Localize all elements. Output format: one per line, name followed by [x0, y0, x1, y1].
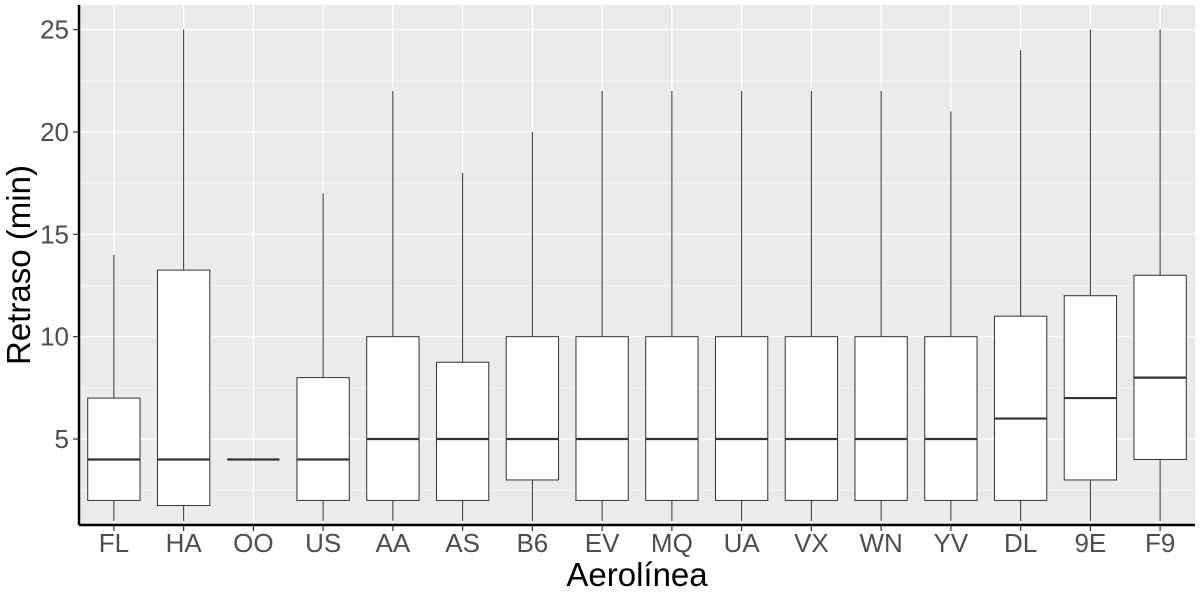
- box-EV: [575, 90, 629, 521]
- box-MQ: [645, 90, 699, 521]
- box-HA: [156, 29, 211, 521]
- x-axis-ticks: FL HA OO US AA AS B6 EV MQ UA VX WN YV DL 9E F9: [99, 525, 1175, 558]
- x-tick-label: 9E: [1074, 528, 1106, 558]
- boxes: [87, 29, 1187, 521]
- x-tick-label: YV: [934, 528, 969, 558]
- box-9E: [1063, 29, 1118, 521]
- box-AS: [435, 172, 490, 521]
- x-tick-label: DL: [1004, 528, 1037, 558]
- y-axis-ticks: 5 10 15 20 25: [40, 15, 79, 454]
- box-body: [645, 336, 699, 501]
- box-body: [993, 315, 1048, 501]
- box-body: [505, 336, 560, 481]
- x-tick-label: HA: [166, 528, 203, 558]
- box-YV: [924, 111, 978, 521]
- x-tick-label: F9: [1145, 528, 1175, 558]
- y-axis-title: Retraso (min): [0, 165, 37, 365]
- x-tick-label: B6: [516, 528, 548, 558]
- y-tick-label: 10: [40, 322, 69, 352]
- y-tick-label: 5: [55, 424, 69, 454]
- x-tick-label: VX: [794, 528, 829, 558]
- box-WN: [854, 90, 908, 521]
- box-F9: [1133, 29, 1187, 521]
- box-body: [714, 336, 769, 501]
- x-tick-label: UA: [724, 528, 761, 558]
- box-body: [854, 336, 908, 501]
- x-tick-label: FL: [99, 528, 129, 558]
- box-body: [1133, 274, 1187, 460]
- box-body: [156, 269, 211, 507]
- x-tick-label: WN: [859, 528, 902, 558]
- box-B6: [505, 131, 560, 521]
- box-DL: [993, 50, 1048, 521]
- x-tick-label: MQ: [651, 528, 693, 558]
- box-body: [87, 397, 141, 501]
- y-tick-label: 25: [40, 15, 69, 45]
- box-body: [924, 336, 978, 501]
- box-body: [366, 336, 420, 501]
- box-AA: [366, 90, 420, 521]
- box-FL: [87, 254, 141, 521]
- y-tick-label: 15: [40, 219, 69, 249]
- box-body: [784, 336, 839, 501]
- x-tick-label: EV: [585, 528, 620, 558]
- x-tick-label: OO: [233, 528, 273, 558]
- box-US: [296, 193, 350, 521]
- box-body: [296, 377, 350, 501]
- x-tick-label: AA: [376, 528, 411, 558]
- y-tick-label: 20: [40, 117, 69, 147]
- box-body: [1063, 295, 1118, 481]
- box-VX: [784, 90, 839, 521]
- box-UA: [714, 90, 769, 521]
- x-axis-title: Aerolínea: [566, 556, 708, 593]
- box-body: [435, 361, 490, 501]
- box-body: [575, 336, 629, 501]
- x-tick-label: AS: [445, 528, 480, 558]
- x-tick-label: US: [305, 528, 341, 558]
